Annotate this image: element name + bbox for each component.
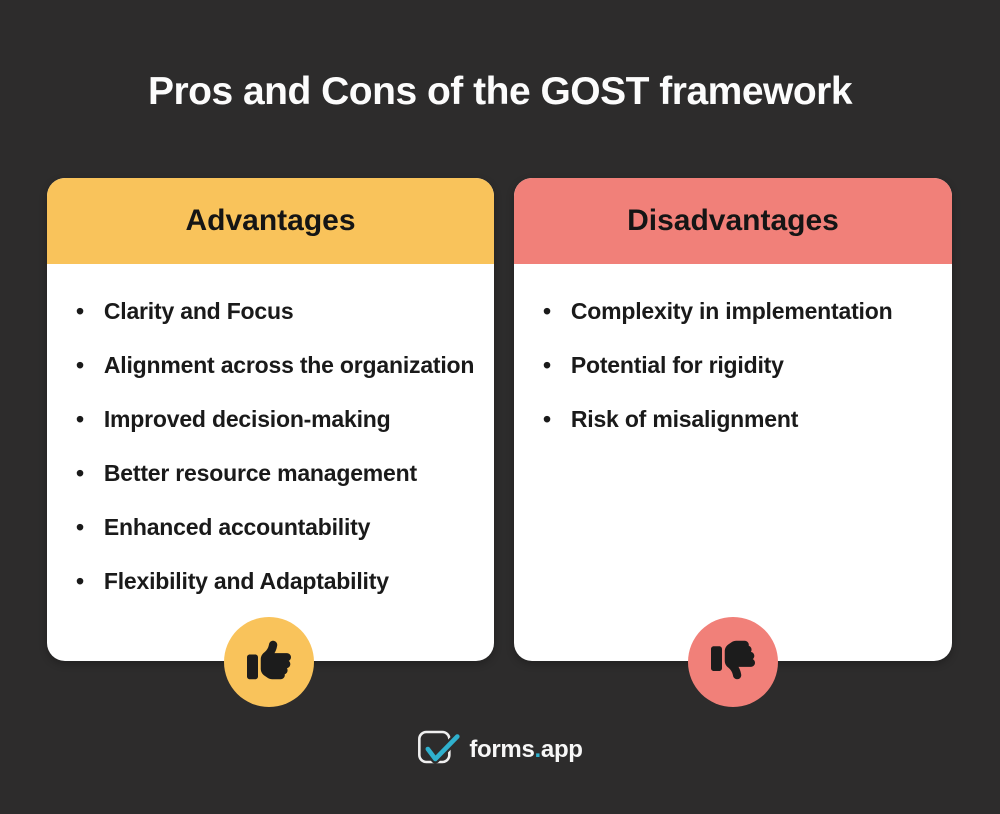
list-item-label: Improved decision-making (103, 406, 391, 432)
bullet-icon: • (76, 352, 84, 378)
advantages-header: Advantages (47, 178, 494, 264)
forms-app-wordmark: forms.app (469, 736, 583, 763)
list-item: • Complexity in implementation (543, 297, 938, 325)
bullet-icon: • (76, 514, 84, 540)
list-item-label: Potential for rigidity (570, 352, 784, 378)
forms-app-logo: forms.app (417, 727, 583, 773)
disadvantages-header: Disadvantages (514, 178, 952, 264)
list-item: • Better resource management (76, 459, 480, 487)
disadvantages-card: Disadvantages • Complexity in implementa… (514, 178, 952, 661)
list-item: • Improved decision-making (76, 405, 480, 433)
bullet-icon: • (543, 406, 551, 432)
list-item: • Risk of misalignment (543, 405, 938, 433)
bullet-icon: • (76, 568, 84, 594)
bullet-icon: • (76, 298, 84, 324)
list-item-label: Complexity in implementation (570, 298, 893, 324)
list-item-label: Clarity and Focus (103, 298, 294, 324)
disadvantages-list: • Complexity in implementation • Potenti… (514, 264, 952, 433)
thumbs-down-icon (711, 638, 755, 687)
list-item: • Clarity and Focus (76, 297, 480, 325)
list-item-label: Enhanced accountability (103, 514, 371, 540)
list-item: • Flexibility and Adaptability (76, 567, 480, 595)
bullet-icon: • (543, 352, 551, 378)
list-item-label: Flexibility and Adaptability (103, 568, 389, 594)
list-item: • Potential for rigidity (543, 351, 938, 379)
thumbs-up-icon (247, 638, 291, 687)
list-item-label: Better resource management (103, 460, 417, 486)
advantages-card: Advantages • Clarity and Focus • Alignme… (47, 178, 494, 661)
thumbs-up-badge (224, 617, 314, 707)
list-item-label: Alignment across the organization (103, 352, 475, 378)
bullet-icon: • (543, 298, 551, 324)
thumbs-down-badge (688, 617, 778, 707)
list-item-label: Risk of misalignment (570, 406, 799, 432)
advantages-list: • Clarity and Focus • Alignment across t… (47, 264, 494, 595)
list-item: • Enhanced accountability (76, 513, 480, 541)
list-item: • Alignment across the organization (76, 351, 480, 379)
bullet-icon: • (76, 460, 84, 486)
forms-app-check-icon (417, 727, 462, 773)
page-title: Pros and Cons of the GOST framework (147, 70, 853, 113)
bullet-icon: • (76, 406, 84, 432)
